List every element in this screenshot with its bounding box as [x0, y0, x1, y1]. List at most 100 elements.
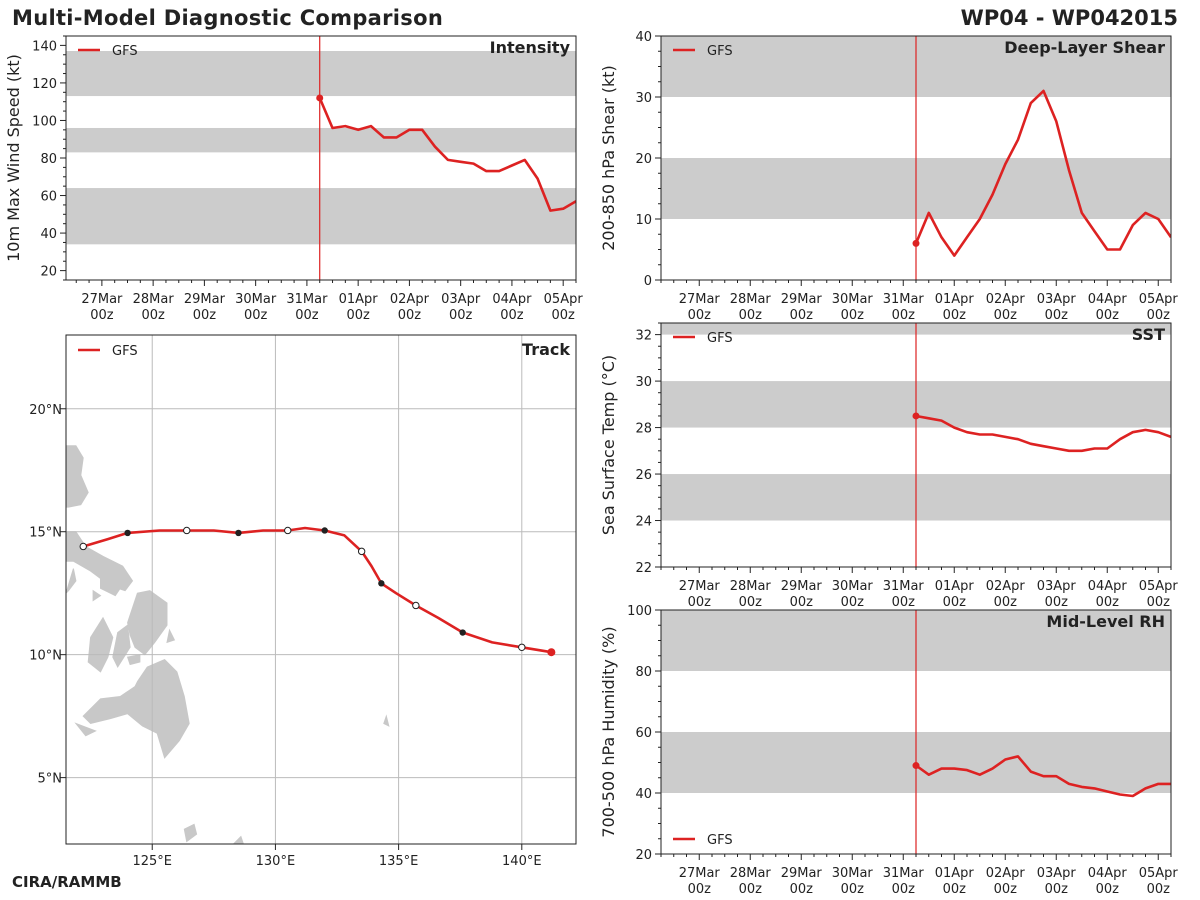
- shear-ylabel: 200-850 hPa Shear (kt): [599, 65, 618, 251]
- sst-xtick-hour: 00z: [1096, 595, 1120, 610]
- credit-label: CIRA/RAMMB: [12, 873, 122, 891]
- rh-xtick-hour: 00z: [943, 882, 967, 897]
- intensity-xtick-label: 01Apr: [339, 292, 379, 307]
- sst-xtick-hour: 00z: [739, 595, 763, 610]
- intensity-frame: [65, 35, 577, 281]
- land-mass-8: [100, 577, 121, 597]
- sst-xtick-label: 02Apr: [986, 579, 1026, 594]
- sst-ytick-label: 24: [635, 515, 652, 530]
- intensity-xtick-label: 28Mar: [133, 292, 175, 307]
- track-marker-open: [518, 643, 526, 651]
- shear-xtick-label: 05Apr: [1139, 292, 1179, 307]
- rh-ytick-label: 20: [635, 848, 652, 863]
- intensity-ytick-label: 80: [40, 152, 57, 167]
- shear-xtick-label: 30Mar: [832, 292, 874, 307]
- track-ytick-label: 10°N: [29, 649, 62, 664]
- shear-xtick-label: 27Mar: [679, 292, 721, 307]
- shear-xtick-hour: 00z: [994, 308, 1018, 323]
- shear-ytick-label: 10: [635, 213, 652, 228]
- sst-xtick-hour: 00z: [1147, 595, 1171, 610]
- rh-xtick-label: 31Mar: [883, 866, 925, 881]
- track-marker-filled: [459, 629, 466, 636]
- intensity-ylabel: 10m Max Wind Speed (kt): [4, 54, 23, 262]
- shear-chart: 01020304027Mar00z28Mar00z29Mar00z30Mar00…: [599, 30, 1178, 323]
- shear-ytick-label: 20: [635, 152, 652, 167]
- rh-xtick-label: 29Mar: [781, 866, 823, 881]
- rh-xtick-label: 05Apr: [1139, 866, 1179, 881]
- rh-xtick-label: 02Apr: [986, 866, 1026, 881]
- intensity-xtick-label: 29Mar: [184, 292, 226, 307]
- intensity-xtick-hour: 00z: [244, 308, 268, 323]
- intensity-xtick-label: 31Mar: [286, 292, 328, 307]
- intensity-band-1: [66, 127, 576, 153]
- intensity-xtick-hour: 00z: [141, 308, 165, 323]
- sst-chart: 22242628303227Mar00z28Mar00z29Mar00z30Ma…: [599, 322, 1178, 610]
- sst-ytick-label: 26: [635, 468, 652, 483]
- shear-xtick-hour: 00z: [1147, 308, 1171, 323]
- intensity-series-gfs: [318, 97, 576, 212]
- rh-ytick-label: 60: [635, 726, 652, 741]
- track-marker-filled: [124, 529, 131, 537]
- track-init-point: [547, 648, 556, 657]
- sst-series-gfs: [915, 414, 1171, 453]
- shear-legend-label: GFS: [707, 44, 733, 59]
- track-xtick-label: 135°E: [379, 854, 419, 869]
- rh-xtick-label: 30Mar: [832, 866, 874, 881]
- rh-ylabel: 700-500 hPa Humidity (%): [599, 626, 618, 837]
- land-mass-3: [82, 659, 190, 759]
- shear-frame: [660, 35, 1172, 281]
- sst-ytick-label: 28: [635, 422, 652, 437]
- sst-xtick-label: 31Mar: [883, 579, 925, 594]
- track-ytick-label: 20°N: [29, 403, 62, 418]
- land-mass-14: [232, 835, 244, 844]
- land-mass-4: [87, 616, 114, 673]
- intensity-xtick-hour: 00z: [295, 308, 319, 323]
- rh-xtick-hour: 00z: [688, 882, 712, 897]
- sst-ytick-label: 32: [635, 329, 652, 344]
- track-legend-label: GFS: [112, 344, 138, 359]
- rh-chart: 2040608010027Mar00z28Mar00z29Mar00z30Mar…: [599, 604, 1178, 897]
- sst-xtick-label: 28Mar: [730, 579, 772, 594]
- shear-ytick-label: 30: [635, 91, 652, 106]
- shear-xtick-hour: 00z: [1096, 308, 1120, 323]
- intensity-ytick-label: 60: [40, 190, 57, 205]
- shear-xtick-label: 04Apr: [1088, 292, 1128, 307]
- shear-ytick-label: 40: [635, 30, 652, 45]
- sst-legend-label: GFS: [707, 331, 733, 346]
- rh-init-point: [912, 762, 920, 770]
- land-mass-11: [166, 628, 176, 644]
- shear-ytick-label: 0: [644, 274, 652, 289]
- intensity-xtick-label: 04Apr: [492, 292, 532, 307]
- intensity-xtick-hour: 00z: [193, 308, 217, 323]
- track-marker-open: [357, 547, 366, 556]
- rh-xtick-hour: 00z: [790, 882, 814, 897]
- shear-title: Deep-Layer Shear: [1004, 38, 1165, 57]
- intensity-ytick-label: 100: [32, 114, 57, 129]
- sst-xtick-label: 27Mar: [679, 579, 721, 594]
- track-chart: 125°E 130°E 135°E 140°E 5°N 10°N 15°N 20°N Track…: [29, 334, 577, 869]
- intensity-ytick-label: 140: [32, 39, 57, 54]
- rh-xtick-hour: 00z: [994, 882, 1018, 897]
- rh-xtick-label: 04Apr: [1088, 866, 1128, 881]
- page-title: Multi-Model Diagnostic Comparison: [12, 6, 444, 30]
- intensity-xtick-label: 05Apr: [544, 292, 584, 307]
- land-mass-10: [74, 722, 97, 737]
- track-marker-open: [412, 601, 420, 610]
- rh-xtick-hour: 00z: [739, 882, 763, 897]
- sst-xtick-label: 29Mar: [781, 579, 823, 594]
- rh-series-gfs: [915, 755, 1171, 798]
- intensity-ytick-label: 40: [40, 227, 57, 242]
- rh-title: Mid-Level RH: [1046, 612, 1165, 631]
- shear-xtick-hour: 00z: [892, 308, 916, 323]
- shear-xtick-hour: 00z: [943, 308, 967, 323]
- land-mass-9: [92, 589, 102, 602]
- rh-frame: [660, 609, 1172, 855]
- intensity-band-0: [66, 188, 576, 245]
- rh-ytick-label: 80: [635, 665, 652, 680]
- sst-xtick-label: 30Mar: [832, 579, 874, 594]
- track-marker-open: [79, 542, 87, 551]
- sst-xtick-hour: 00z: [1045, 595, 1069, 610]
- land-mass-12: [183, 823, 198, 843]
- sst-xtick-label: 01Apr: [935, 579, 975, 594]
- rh-xtick-hour: 00z: [1096, 882, 1120, 897]
